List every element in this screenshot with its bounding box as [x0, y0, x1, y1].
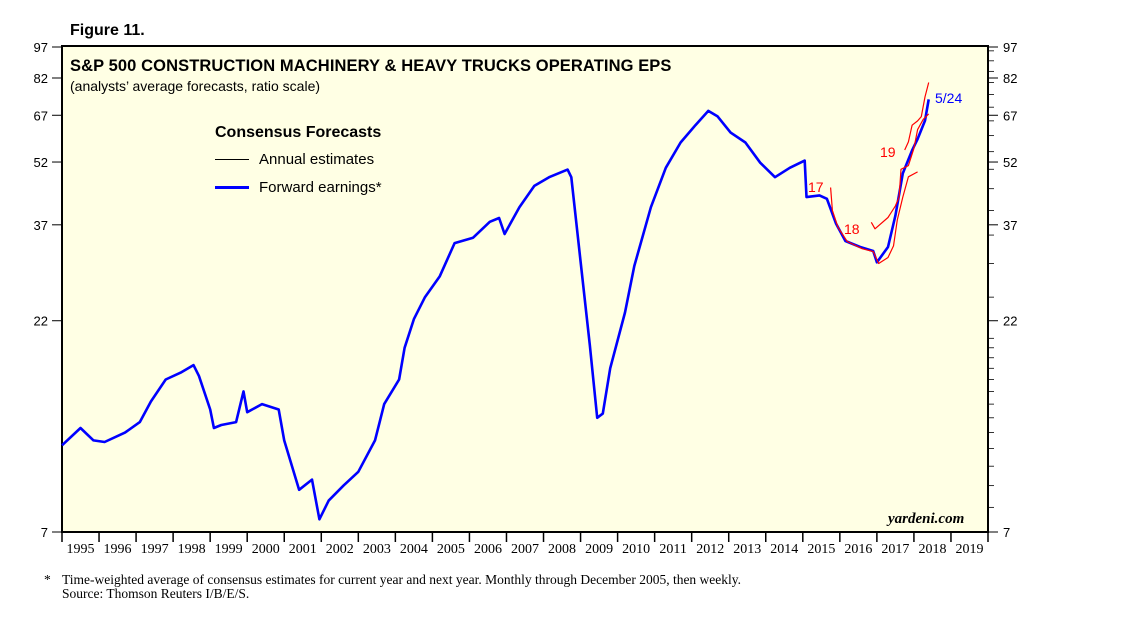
y-tick-label-right: 37 [1003, 218, 1017, 233]
annual-estimate-label: 19 [880, 144, 896, 160]
y-tick-label-right: 7 [1003, 525, 1010, 540]
x-tick-label: 2012 [696, 542, 724, 557]
x-tick-label: 2013 [733, 542, 761, 557]
y-tick-label-left: 7 [41, 525, 48, 540]
y-tick-label-left: 22 [34, 314, 48, 329]
series-annual-estimate-18 [870, 113, 930, 230]
x-tick-label: 2017 [881, 542, 909, 557]
y-tick-label-right: 67 [1003, 108, 1017, 123]
figure-label: Figure 11. [70, 22, 145, 39]
legend-swatch-forward [215, 186, 249, 189]
x-tick-label: 1998 [178, 542, 206, 557]
x-tick-label: 2001 [289, 542, 317, 557]
y-tick-label-right: 82 [1003, 71, 1017, 86]
series-annual-estimate-19 [904, 82, 930, 151]
series-forward-earnings [61, 99, 930, 521]
x-tick-label: 2009 [585, 542, 613, 557]
x-tick-label: 2005 [437, 542, 465, 557]
legend-label: Annual estimates [259, 151, 375, 168]
series-annual-estimate-17 [830, 171, 918, 265]
x-tick-label: 2008 [548, 542, 576, 557]
y-tick-label-right: 97 [1003, 40, 1017, 55]
footnote-marker: * [44, 572, 51, 587]
x-tick-label: 1995 [67, 542, 95, 557]
legend-label: Forward earnings* [259, 179, 382, 196]
y-tick-label-left: 37 [34, 218, 48, 233]
legend-item-forward: Forward earnings* [215, 179, 382, 196]
x-tick-label: 1999 [215, 542, 243, 557]
x-tick-label: 2006 [474, 542, 502, 557]
x-tick-label: 2000 [252, 542, 280, 557]
y-tick-label-left: 52 [34, 155, 48, 170]
x-tick-label: 1997 [141, 542, 169, 557]
annual-estimate-label: 17 [808, 179, 824, 195]
legend-item-annual: Annual estimates [215, 151, 374, 168]
x-tick-label: 2019 [955, 542, 983, 557]
y-tick-label-left: 67 [34, 108, 48, 123]
x-tick-label: 2016 [844, 542, 872, 557]
x-tick-label: 2015 [807, 542, 835, 557]
plot-area [61, 45, 989, 533]
x-tick-label: 2018 [918, 542, 946, 557]
legend-title: Consensus Forecasts [215, 124, 382, 141]
footnote-text: Time-weighted average of consensus estim… [62, 572, 742, 587]
x-tick-label: 2004 [400, 542, 428, 557]
legend-swatch-annual [215, 159, 249, 160]
chart-subtitle: (analysts’ average forecasts, ratio scal… [70, 78, 321, 94]
x-tick-label: 1996 [104, 542, 132, 557]
x-tick-label: 2002 [326, 542, 354, 557]
last-point-date-label: 5/24 [935, 90, 962, 106]
x-tick-label: 2007 [511, 542, 539, 557]
chart-title: S&P 500 CONSTRUCTION MACHINERY & HEAVY T… [70, 57, 672, 75]
y-tick-label-right: 52 [1003, 155, 1017, 170]
x-tick-label: 2003 [363, 542, 391, 557]
y-tick-label-left: 82 [34, 71, 48, 86]
x-tick-label: 2010 [622, 542, 650, 557]
y-tick-label-right: 22 [1003, 314, 1017, 329]
annual-estimate-label: 18 [844, 221, 860, 237]
source-text: Source: Thomson Reuters I/B/E/S. [62, 586, 250, 601]
x-tick-label: 2011 [659, 542, 686, 557]
y-tick-label-left: 97 [34, 40, 48, 55]
x-tick-label: 2014 [770, 542, 798, 557]
watermark: yardeni.com [888, 511, 965, 527]
footnote: * Time-weighted average of consensus esti… [44, 573, 741, 601]
